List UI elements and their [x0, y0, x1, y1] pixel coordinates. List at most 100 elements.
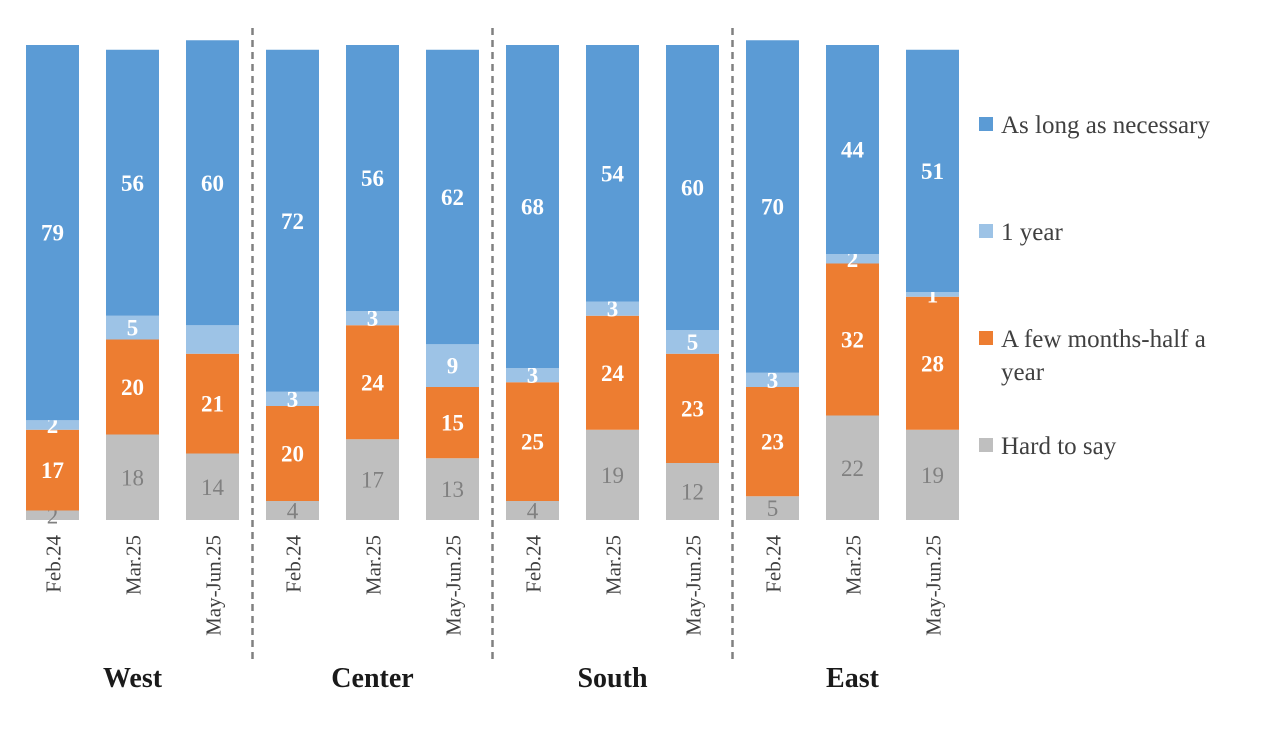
tick-label: May-Jun.25: [442, 535, 466, 636]
bar-segment-1-year: [106, 315, 159, 340]
bar-segment-as-long-as-necessary: [906, 49, 959, 292]
bar-segment-1-year: [26, 420, 79, 430]
data-label-as-long-as-necessary: 60: [681, 176, 704, 201]
bar-segment-a-few-months-half-a-year: [906, 296, 959, 430]
bar-segment-as-long-as-necessary: [106, 49, 159, 316]
data-label-a-few-months-half-a-year: 17: [41, 458, 64, 483]
data-label-a-few-months-half-a-year: 15: [441, 411, 464, 436]
data-label-1-year: 3: [367, 306, 379, 331]
data-label-hard-to-say: 12: [681, 480, 704, 505]
bar-segment-1-year: [586, 301, 639, 316]
bar-segment-a-few-months-half-a-year: [426, 387, 479, 459]
bar-segment-1-year: [346, 311, 399, 326]
data-label-a-few-months-half-a-year: 20: [121, 375, 144, 400]
bar-segment-as-long-as-necessary: [826, 45, 879, 254]
bar-segment-as-long-as-necessary: [426, 49, 479, 345]
tick-label: Mar.25: [602, 535, 626, 595]
data-label-a-few-months-half-a-year: 23: [761, 430, 784, 455]
legend-swatch: [979, 438, 993, 452]
bar-segment-as-long-as-necessary: [506, 45, 559, 368]
bar-segment-a-few-months-half-a-year: [26, 429, 79, 511]
data-label-hard-to-say: 18: [121, 465, 144, 490]
bar-segment-hard-to-say: [106, 434, 159, 520]
tick-label: Feb.24: [42, 535, 66, 593]
bar-segment-hard-to-say: [506, 501, 559, 520]
bar-segment-hard-to-say: [26, 510, 79, 520]
bar-segment-hard-to-say: [266, 501, 319, 520]
data-label-as-long-as-necessary: 79: [41, 221, 64, 246]
bar-segment-hard-to-say: [826, 415, 879, 520]
data-label-1-year: 1: [927, 282, 939, 307]
data-label-as-long-as-necessary: 72: [281, 209, 304, 234]
data-label-1-year: 3: [607, 297, 619, 322]
group-label: East: [826, 663, 880, 694]
bar-segment-a-few-months-half-a-year: [346, 325, 399, 440]
bar-segment-1-year: [426, 344, 479, 387]
data-label-a-few-months-half-a-year: 28: [921, 351, 944, 376]
data-label-a-few-months-half-a-year: 21: [201, 392, 224, 417]
tick-label: May-Jun.25: [202, 535, 226, 636]
bar-segment-hard-to-say: [426, 458, 479, 520]
data-label-as-long-as-necessary: 62: [441, 185, 464, 210]
bar-area: 2172791820556142160420372172435613159624…: [26, 40, 959, 528]
bar-segment-a-few-months-half-a-year: [186, 353, 239, 454]
legend-swatch: [979, 117, 993, 131]
bar-segment-as-long-as-necessary: [266, 49, 319, 392]
data-label-as-long-as-necessary: 70: [761, 195, 784, 220]
bar-segment-1-year: [186, 325, 239, 354]
data-label-1-year: 3: [527, 363, 539, 388]
bar-segment-hard-to-say: [906, 429, 959, 520]
legend: As long as necessary 1 year A few months-h…: [979, 112, 1210, 460]
data-label-1-year: 5: [127, 316, 139, 341]
category-axis: Feb.24 Mar.25 May-Jun.25 Feb.24 Mar.25 May-Ju…: [42, 535, 946, 636]
tick-label: Feb.24: [522, 535, 546, 593]
tick-label: May-Jun.25: [922, 535, 946, 636]
bar-segment-as-long-as-necessary: [186, 40, 239, 326]
group-label: West: [103, 663, 163, 694]
data-label-1-year: 3: [287, 387, 299, 412]
legend-label: Hard to say: [1001, 433, 1117, 460]
data-label-hard-to-say: 19: [921, 463, 944, 488]
bar-segment-1-year: [746, 372, 799, 387]
data-label-1-year: 2: [847, 247, 859, 272]
data-label-a-few-months-half-a-year: 25: [521, 430, 544, 455]
bar-segment-as-long-as-necessary: [666, 45, 719, 330]
group-separators: [251, 28, 734, 660]
data-label-hard-to-say: 2: [47, 503, 59, 528]
data-label-hard-to-say: 4: [287, 499, 299, 524]
legend-label: 1 year: [1001, 219, 1063, 246]
tick-label: Mar.25: [842, 535, 866, 595]
bar-segment-1-year: [906, 292, 959, 297]
tick-label: Feb.24: [282, 535, 306, 593]
bar-segment-1-year: [266, 391, 319, 406]
bar-segment-as-long-as-necessary: [346, 45, 399, 311]
bar-segment-a-few-months-half-a-year: [106, 339, 159, 435]
bar-segment-as-long-as-necessary: [26, 45, 79, 421]
tick-label: Mar.25: [122, 535, 146, 595]
legend-swatch: [979, 224, 993, 238]
bar-segment-hard-to-say: [186, 453, 239, 520]
group-label: Center: [331, 663, 413, 694]
data-label-1-year: 3: [767, 368, 779, 393]
bar-segment-a-few-months-half-a-year: [586, 315, 639, 430]
legend-label: As long as necessary: [1001, 112, 1210, 139]
data-label-a-few-months-half-a-year: 20: [281, 442, 304, 467]
tick-label: May-Jun.25: [682, 535, 706, 636]
data-label-hard-to-say: 14: [201, 475, 225, 500]
bar-segment-hard-to-say: [346, 439, 399, 520]
group-label: South: [577, 663, 647, 694]
group-labels: West Center South East: [103, 663, 880, 694]
data-label-1-year: 2: [47, 413, 59, 438]
data-label-as-long-as-necessary: 56: [121, 171, 144, 196]
bar-segment-a-few-months-half-a-year: [666, 353, 719, 463]
data-label-a-few-months-half-a-year: 24: [361, 370, 385, 395]
data-label-hard-to-say: 17: [361, 468, 384, 493]
bar-segment-hard-to-say: [666, 463, 719, 520]
data-label-as-long-as-necessary: 56: [361, 166, 384, 191]
legend-swatch: [979, 331, 993, 345]
data-label-hard-to-say: 13: [441, 477, 464, 502]
legend-label: year: [1001, 359, 1045, 386]
bar-segment-hard-to-say: [586, 429, 639, 520]
bar-segment-hard-to-say: [746, 496, 799, 520]
